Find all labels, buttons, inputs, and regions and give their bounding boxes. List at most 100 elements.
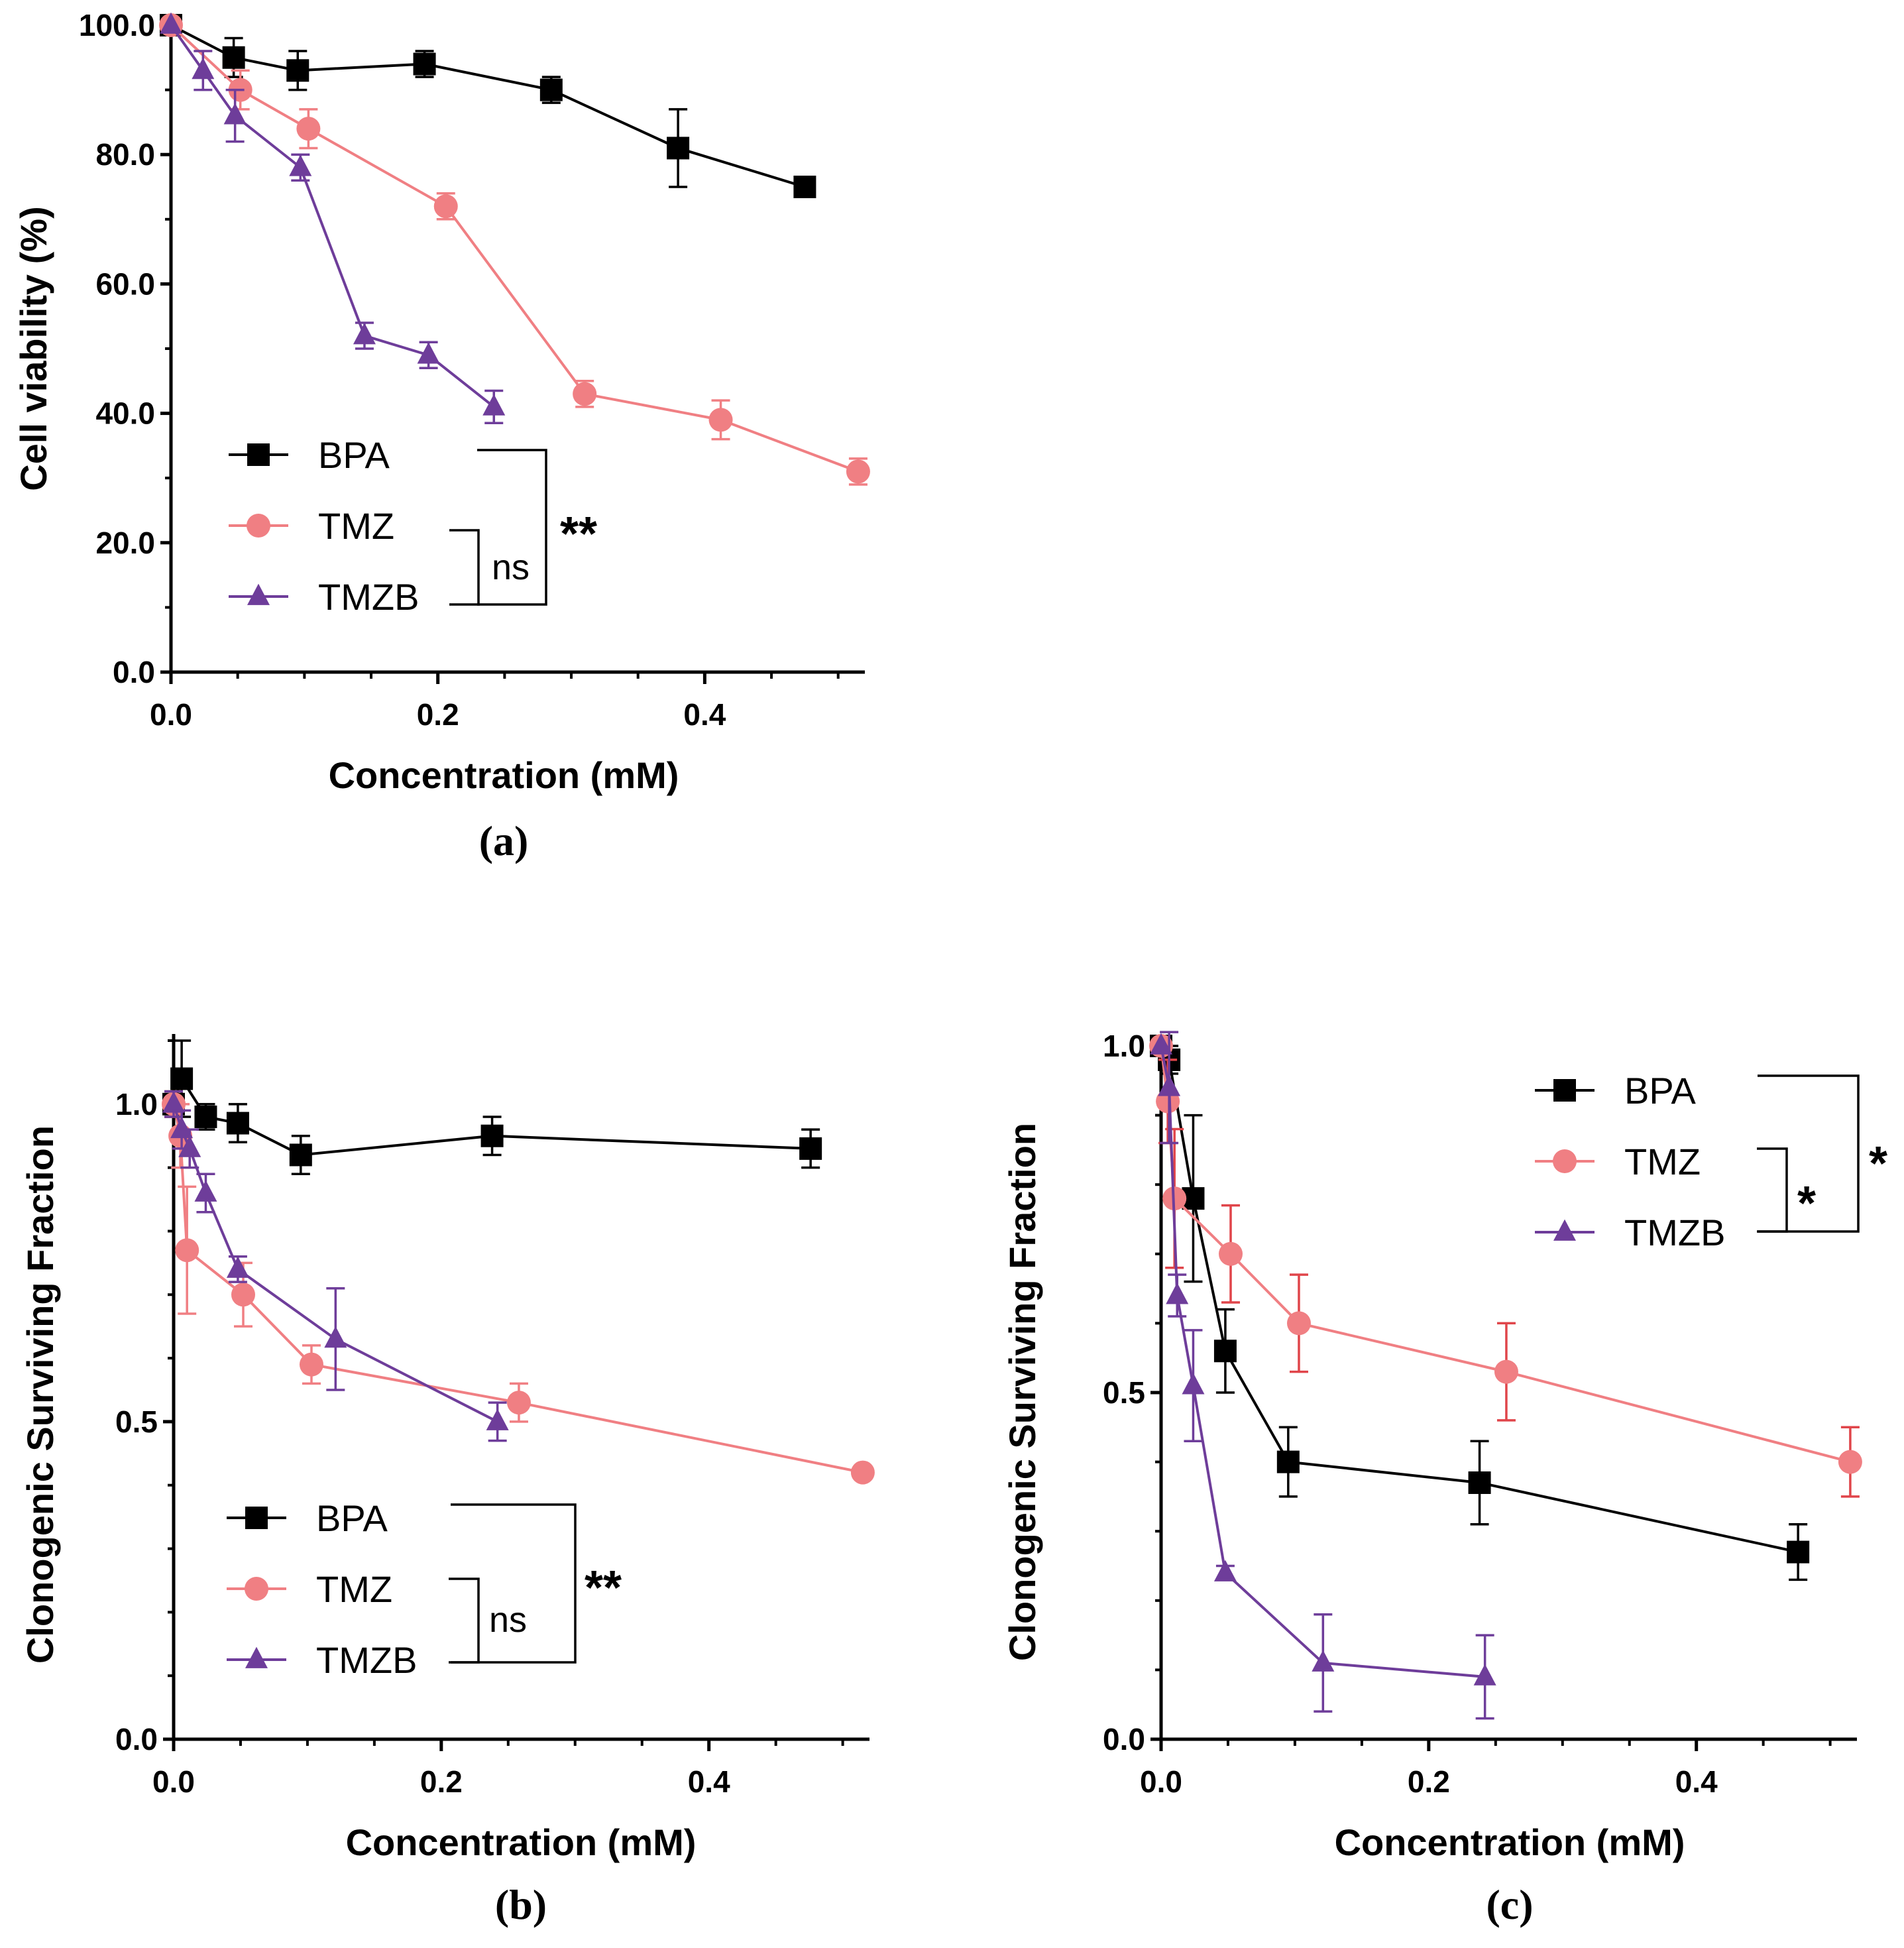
data-point-tmz xyxy=(296,117,321,141)
x-tick-label: 0.2 xyxy=(1408,1764,1450,1799)
series-tmzb xyxy=(162,1090,509,1442)
inner-bracket xyxy=(1757,1147,1788,1233)
data-point-tmzb xyxy=(160,12,182,34)
legend-label-tmzb: TMZB xyxy=(316,1639,417,1681)
data-point-tmzb xyxy=(486,1408,509,1430)
legend-marker-tmzb xyxy=(247,583,270,605)
series-line-tmz xyxy=(170,24,859,473)
data-point-tmz xyxy=(175,1238,199,1263)
significance-brackets: ns ** xyxy=(449,1503,622,1664)
legend-label-bpa: BPA xyxy=(316,1497,388,1539)
data-point-tmz xyxy=(1219,1241,1243,1266)
data-point-tmzb xyxy=(1473,1664,1496,1686)
data-point-tmzb xyxy=(192,57,215,80)
legend-label-tmz: TMZ xyxy=(1624,1141,1701,1182)
y-axis-title: Clonogenic Surviving Fraction xyxy=(19,1125,61,1664)
significance-brackets: ns ** xyxy=(449,449,597,606)
series-tmzb xyxy=(160,12,506,424)
legend: BPA TMZ TMZB xyxy=(1535,1070,1725,1253)
data-point-tmz xyxy=(1838,1450,1862,1474)
legend-label-tmzb: TMZB xyxy=(1624,1212,1725,1253)
data-point-bpa xyxy=(194,1105,217,1128)
outer-significance-label: * xyxy=(1869,1137,1887,1190)
x-tick-label: 0.0 xyxy=(152,1764,195,1799)
data-point-bpa xyxy=(799,1137,822,1160)
y-tick-label: 0.0 xyxy=(1103,1722,1145,1756)
legend-marker-bpa xyxy=(247,443,270,466)
data-point-bpa xyxy=(289,1143,312,1167)
data-point-tmzb xyxy=(223,103,247,125)
data-point-tmzb xyxy=(482,394,506,416)
data-point-tmzb xyxy=(324,1326,347,1348)
data-point-bpa xyxy=(222,46,245,69)
inner-bracket xyxy=(449,529,480,606)
y-tick-label: 1.0 xyxy=(1103,1029,1145,1063)
data-point-tmz xyxy=(708,408,733,432)
panel-label: (a) xyxy=(479,817,529,864)
legend-marker-bpa xyxy=(245,1507,268,1529)
x-tick-label: 0.0 xyxy=(150,697,192,732)
legend-marker-tmz xyxy=(1553,1149,1577,1173)
data-point-tmzb xyxy=(1213,1560,1237,1581)
legend-label-bpa: BPA xyxy=(318,434,390,476)
x-tick-label: 0.0 xyxy=(1140,1764,1182,1799)
y-tick-label: 0.5 xyxy=(115,1404,158,1439)
inner-bracket xyxy=(449,1577,480,1664)
chart-panel-a: 0.0 20.0 40.0 60.0 80.0 100.0 0.0 0.2 0.4Concent… xyxy=(13,8,870,864)
x-tick-label: 0.2 xyxy=(420,1764,463,1799)
inner-significance-label: ns xyxy=(489,1600,527,1640)
data-point-bpa xyxy=(793,176,816,198)
data-point-tmzb xyxy=(1158,1074,1181,1096)
outer-significance-label: ** xyxy=(560,508,597,561)
data-point-tmz xyxy=(506,1391,531,1415)
x-tick-label: 0.2 xyxy=(417,697,459,732)
data-point-tmzb xyxy=(170,1116,194,1139)
y-tick-label: 0.0 xyxy=(113,655,155,689)
data-point-tmzb xyxy=(417,342,440,364)
x-tick-label: 0.4 xyxy=(688,1764,730,1799)
data-point-tmz xyxy=(231,1283,255,1307)
data-point-tmzb xyxy=(1312,1650,1335,1672)
legend-marker-tmzb xyxy=(1553,1219,1576,1241)
series-line-tmzb xyxy=(1160,1045,1485,1678)
series-tmz xyxy=(162,1090,875,1485)
legend: BPA TMZ TMZB xyxy=(227,1497,417,1681)
data-point-tmz xyxy=(299,1352,323,1377)
panel-label: (b) xyxy=(495,1881,547,1928)
data-point-tmz xyxy=(846,459,870,484)
series-tmz xyxy=(1149,1034,1862,1498)
series-tmzb xyxy=(1150,1031,1496,1720)
legend-label-tmz: TMZ xyxy=(316,1568,392,1610)
data-point-bpa xyxy=(226,1112,249,1135)
legend-marker-tmz xyxy=(245,1577,268,1601)
chart-panel-c: 0.0 0.5 1.0 0.0 0.2 0.4 Concentration (mM) Clon… xyxy=(1001,1029,1887,1928)
x-tick-label: 0.4 xyxy=(683,697,726,732)
legend-marker-tmz xyxy=(247,514,270,538)
data-point-tmz xyxy=(850,1460,875,1485)
y-tick-label: 0.0 xyxy=(115,1722,158,1756)
data-point-bpa xyxy=(1787,1540,1810,1564)
data-point-tmzb xyxy=(289,154,312,176)
data-point-tmzb xyxy=(226,1256,249,1278)
inner-significance-label: * xyxy=(1797,1177,1816,1230)
x-axis-title: Concentration (mM) xyxy=(1335,1821,1685,1863)
series-bpa xyxy=(162,1039,822,1175)
outer-bracket xyxy=(451,1503,577,1664)
y-axis-title: Cell viability (%) xyxy=(13,206,54,490)
data-point-bpa xyxy=(480,1124,504,1147)
legend-marker-bpa xyxy=(1553,1079,1576,1102)
data-point-bpa xyxy=(667,137,690,160)
data-point-bpa xyxy=(170,1067,194,1090)
series-tmz xyxy=(159,13,870,486)
data-point-tmzb xyxy=(1182,1373,1205,1395)
legend: BPA TMZ TMZB xyxy=(229,434,419,618)
y-tick-label: 100.0 xyxy=(79,8,155,42)
inner-significance-label: ns xyxy=(492,547,530,587)
outer-significance-label: ** xyxy=(585,1562,622,1615)
y-axis-title: Clonogenic Surviving Fraction xyxy=(1001,1123,1043,1661)
data-point-tmz xyxy=(1286,1311,1311,1336)
panel-label: (c) xyxy=(1486,1881,1533,1928)
data-point-tmzb xyxy=(1166,1283,1189,1304)
x-axis-title: Concentration (mM) xyxy=(329,754,679,796)
legend-marker-tmzb xyxy=(245,1646,268,1668)
